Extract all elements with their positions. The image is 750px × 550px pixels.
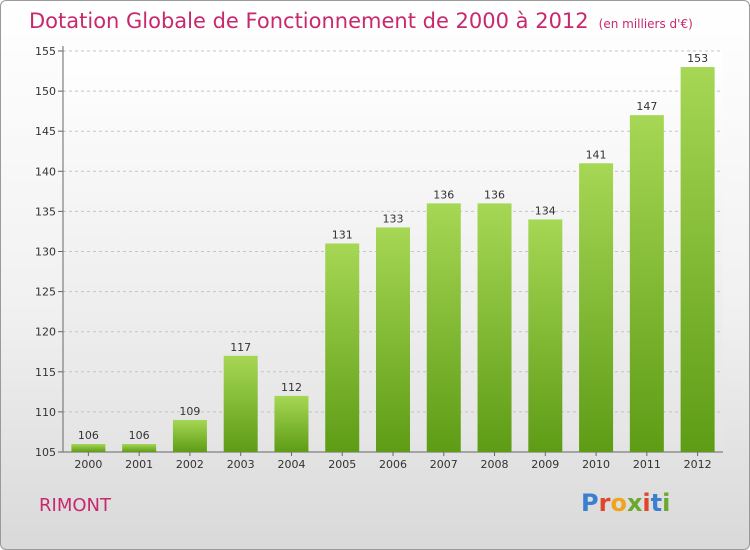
y-tick-label: 105	[35, 446, 56, 459]
logo-letter: t	[650, 489, 663, 517]
bar	[528, 219, 563, 452]
bar	[376, 227, 410, 452]
bar-value-label: 136	[433, 188, 454, 201]
y-tick-label: 125	[35, 286, 56, 299]
x-tick-label: 2006	[379, 458, 407, 471]
bar	[122, 443, 157, 452]
bar-value-label: 131	[332, 228, 353, 241]
bar-value-label: 133	[383, 212, 404, 225]
logo-letter: x	[626, 489, 643, 517]
x-tick-label: 2002	[176, 458, 204, 471]
chart-title-text: Dotation Globale de Fonctionnement de 20…	[29, 9, 589, 33]
bar	[426, 203, 461, 452]
x-tick-label: 2005	[328, 458, 356, 471]
bar	[274, 395, 309, 452]
x-tick-label: 2012	[684, 458, 712, 471]
bars	[71, 67, 715, 452]
y-tick-label: 140	[35, 165, 56, 178]
x-tick-label: 2009	[531, 458, 559, 471]
x-tick-label: 2003	[227, 458, 255, 471]
x-tick-label: 2001	[125, 458, 153, 471]
logo-letter: r	[598, 489, 611, 517]
y-tick-label: 145	[35, 125, 56, 138]
bar-value-label: 134	[535, 204, 556, 217]
chart-unit: (en milliers d'€)	[598, 17, 693, 31]
proxiti-logo: Proxiti	[581, 489, 670, 517]
logo-letter: i	[662, 489, 671, 517]
value-labels: 106 106 109 117 112 131 133 136 136 134 141 147 153	[78, 52, 708, 442]
x-tick-label: 2000	[74, 458, 102, 471]
bar	[680, 67, 715, 452]
tick-labels: 105 110 115 120 125 130 135 140 145 150 155 2000 200…	[35, 45, 712, 471]
bar	[71, 443, 106, 452]
bar-value-label: 117	[230, 341, 251, 354]
x-tick-label: 2004	[277, 458, 305, 471]
y-tick-label: 120	[35, 326, 56, 339]
chart-title: Dotation Globale de Fonctionnement de 20…	[29, 9, 693, 33]
bar	[223, 355, 258, 452]
commune-name: RIMONT	[39, 495, 111, 516]
y-tick-label: 115	[35, 366, 56, 379]
bar-value-label: 136	[484, 188, 505, 201]
bar	[325, 243, 360, 452]
bar-value-label: 153	[687, 52, 708, 65]
y-tick-label: 135	[35, 205, 56, 218]
bar	[629, 115, 664, 452]
bar-value-label: 109	[179, 405, 200, 418]
logo-letter: i	[642, 489, 651, 517]
x-tick-label: 2011	[633, 458, 661, 471]
y-tick-label: 155	[35, 45, 56, 58]
bar-value-label: 106	[78, 429, 99, 442]
bar-value-label: 106	[129, 429, 150, 442]
x-tick-label: 2008	[481, 458, 509, 471]
bar	[477, 203, 512, 452]
bar	[172, 419, 207, 452]
y-tick-label: 130	[35, 246, 56, 259]
bar	[579, 163, 614, 452]
y-tick-label: 110	[35, 406, 56, 419]
bar-value-label: 141	[586, 148, 607, 161]
logo-letter: P	[581, 489, 599, 517]
y-tick-label: 150	[35, 85, 56, 98]
x-tick-label: 2010	[582, 458, 610, 471]
x-tick-label: 2007	[430, 458, 458, 471]
bar-value-label: 147	[636, 100, 657, 113]
logo-letter: o	[610, 489, 627, 517]
bar-value-label: 112	[281, 381, 302, 394]
